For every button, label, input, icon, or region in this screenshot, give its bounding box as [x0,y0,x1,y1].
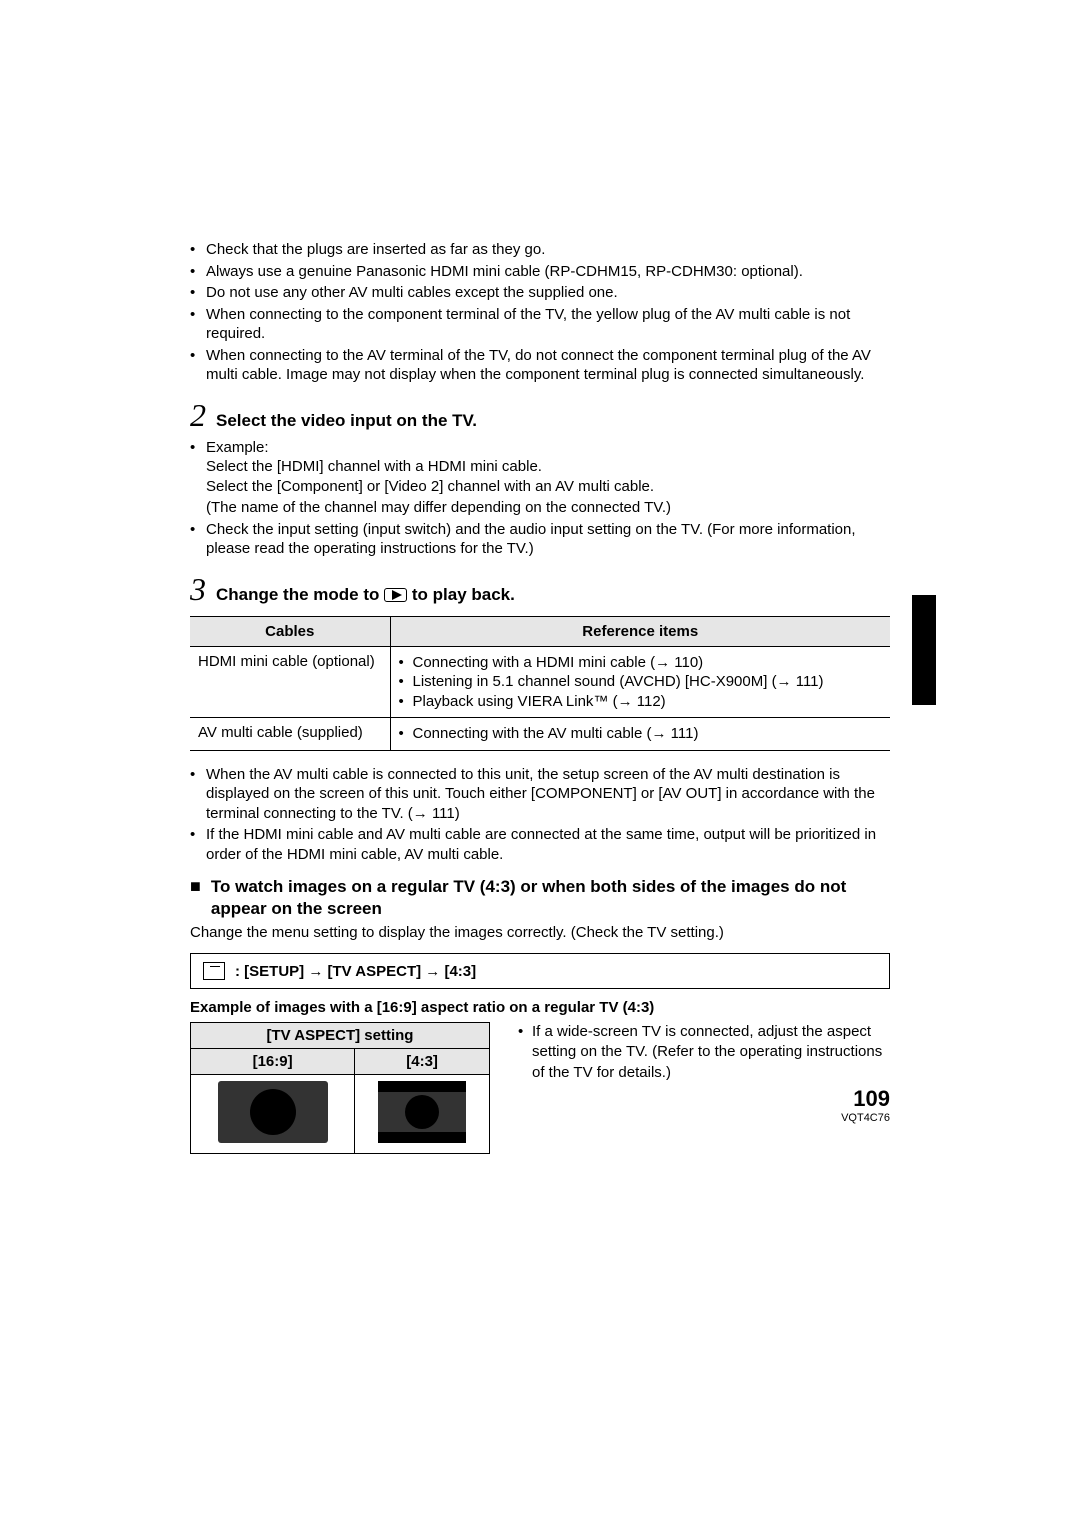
step2-bullet: Check the input setting (input switch) a… [190,520,890,559]
cable-cell: HDMI mini cable (optional) [190,646,390,718]
square-bullet-icon: ■ [190,876,201,898]
playback-icon [384,588,407,602]
ref-item: Connecting with a HDMI mini cable (→ 110… [399,653,883,673]
step-title-after: to play back. [412,585,515,604]
step-2-heading: 2 Select the video input on the TV. [190,397,890,434]
step-title-before: Change the mode to [216,585,384,604]
step-title: Change the mode to to play back. [216,585,515,605]
page-content: Check that the plugs are inserted as far… [0,0,1080,1154]
intro-bullet: When connecting to the component termina… [190,305,890,344]
subsection-para: Change the menu setting to display the i… [190,923,890,943]
aspect-image-169 [191,1075,355,1154]
footer: 109 VQT4C76 [841,1086,890,1124]
aspect-header: [TV ASPECT] setting [191,1023,490,1049]
table-row: AV multi cable (supplied) Connecting wit… [190,718,890,751]
ref-item: Listening in 5.1 channel sound (AVCHD) [… [399,672,883,692]
sub-line: Select the [HDMI] channel with a HDMI mi… [206,457,890,477]
aspect-note: If a wide-screen TV is connected, adjust… [518,1022,890,1083]
tv-169-icon [218,1081,328,1143]
subsection-heading: ■ To watch images on a regular TV (4:3) … [190,876,890,919]
sub-line: Select the [Component] or [Video 2] chan… [206,477,890,497]
ref-item: Connecting with the AV multi cable (→ 11… [399,724,883,744]
page-number: 109 [841,1086,890,1112]
menu-path-box: : [SETUP] → [TV ASPECT] → [4:3] [190,953,890,989]
side-tab [912,595,936,705]
aspect-note-bullet: If a wide-screen TV is connected, adjust… [518,1022,890,1083]
cable-cell: AV multi cable (supplied) [190,718,390,751]
intro-bullet: When connecting to the AV terminal of th… [190,346,890,385]
post-bullet: If the HDMI mini cable and AV multi cabl… [190,825,890,864]
intro-bullet-list: Check that the plugs are inserted as far… [190,240,890,385]
aspect-table: [TV ASPECT] setting [16:9] [4:3] [190,1022,490,1154]
step2-bullet: Example: Select the [HDMI] channel with … [190,438,890,518]
aspect-image-43 [355,1075,490,1154]
table-header: Cables [190,616,390,646]
tv-43-icon [378,1081,466,1143]
table-header: Reference items [390,616,890,646]
step-number: 3 [190,571,206,608]
menu-icon [203,962,225,980]
step-title: Select the video input on the TV. [216,411,477,431]
reference-table: Cables Reference items HDMI mini cable (… [190,616,890,751]
aspect-col: [16:9] [191,1049,355,1075]
example-caption: Example of images with a [16:9] aspect r… [190,999,890,1016]
step-2-bullets: Example: Select the [HDMI] channel with … [190,438,890,559]
post-bullet: When the AV multi cable is connected to … [190,765,890,824]
intro-bullet: Always use a genuine Panasonic HDMI mini… [190,262,890,282]
aspect-row: [TV ASPECT] setting [16:9] [4:3] If a wi… [190,1022,890,1154]
subsection-title: To watch images on a regular TV (4:3) or… [211,876,890,919]
aspect-col: [4:3] [355,1049,490,1075]
intro-bullet: Check that the plugs are inserted as far… [190,240,890,260]
intro-bullet: Do not use any other AV multi cables exc… [190,283,890,303]
ref-item: Playback using VIERA Link™ (→ 112) [399,692,883,712]
reference-cell: Connecting with the AV multi cable (→ 11… [390,718,890,751]
sub-line: (The name of the channel may differ depe… [206,498,890,518]
reference-cell: Connecting with a HDMI mini cable (→ 110… [390,646,890,718]
bullet-lead: Example: [206,439,269,456]
menu-path: : [SETUP] → [TV ASPECT] → [4:3] [235,963,476,980]
table-row: HDMI mini cable (optional) Connecting wi… [190,646,890,718]
step-number: 2 [190,397,206,434]
post-table-bullets: When the AV multi cable is connected to … [190,765,890,865]
document-id: VQT4C76 [841,1112,890,1124]
step-3-heading: 3 Change the mode to to play back. [190,571,890,608]
